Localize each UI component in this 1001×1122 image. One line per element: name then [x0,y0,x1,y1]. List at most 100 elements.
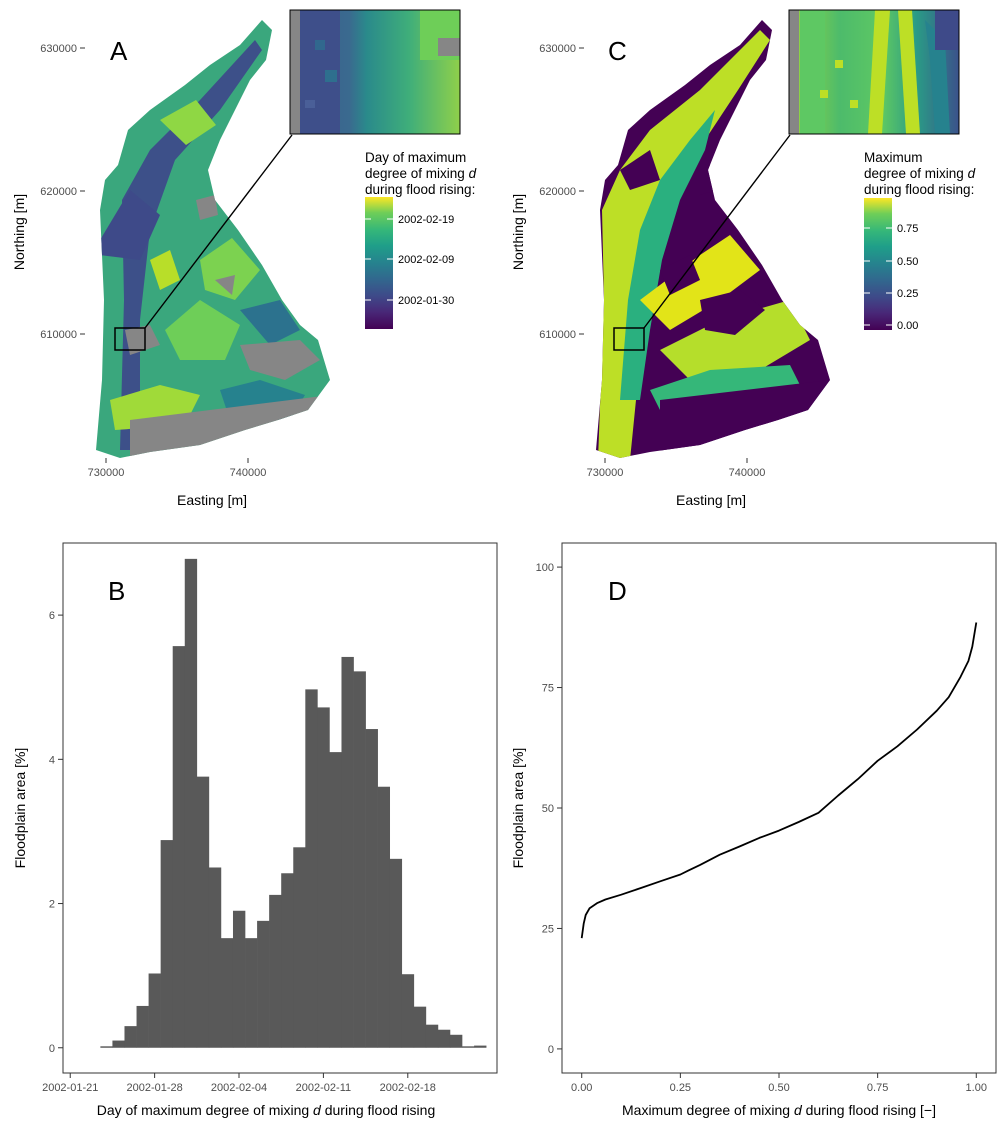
histogram-bar [389,858,403,1048]
histogram-bar [172,646,186,1048]
histogram-bar [425,1024,439,1048]
histogram-bar [365,729,378,1048]
y-tick-label: 6 [49,610,55,622]
cumulative-line [580,622,978,939]
panel-label-b: B [108,576,125,606]
histogram-bar [160,840,174,1048]
histogram-bar [281,873,294,1048]
y-tick-label: 0 [548,1044,554,1056]
y-tick-label: 2 [49,899,55,911]
histogram-bar [136,1005,149,1048]
legend-tick-label: 2002-02-19 [398,214,454,226]
histogram-bar [196,776,210,1048]
panel-label-a: A [110,36,128,66]
y-axis-c: 630000 620000 610000 Northing [m] [510,43,584,341]
x-axis-c: 730000 740000 Easting [m] [587,458,766,508]
legend-ticks-c: 0.75 0.50 0.25 0.00 [864,223,918,332]
histogram-bar [437,1029,451,1048]
y-tick-label: 630000 [539,43,576,55]
legend-colorbar-a [365,197,393,329]
legend-tick-label: 0.50 [897,256,918,268]
x-tick-label: 2002-01-28 [126,1082,182,1094]
histogram-bars [100,558,487,1048]
zoom-box-c [613,327,645,351]
legend-title-a-line3: during flood rising: [365,182,475,197]
panel-d: 0 25 50 75 100 0.00 0.25 0.50 0.75 1.00 D Floodp… [510,542,997,1118]
x-tick-label: 740000 [230,467,267,479]
legend-tick-label: 2002-01-30 [398,295,454,307]
y-tick-label: 100 [536,562,554,574]
panel-a: Day of maximum degree of mixing d during… [11,9,477,508]
y-tick-label: 610000 [539,329,576,341]
histogram-bar [124,1026,137,1048]
y-tick-label: 4 [49,754,55,766]
histogram-bar [462,1046,475,1048]
histogram-bar [329,752,342,1048]
x-tick-label: 0.00 [571,1082,592,1094]
zoom-line-a [144,134,293,329]
y-axis-b: 0 2 4 6 [49,610,63,1055]
y-tick-label: 0 [49,1043,55,1055]
histogram-bar [148,973,161,1048]
x-tick-label: 730000 [88,467,125,479]
series-line [580,622,978,939]
legend-title-a-line1: Day of maximum [365,150,466,165]
x-axis-title: Easting [m] [676,492,746,508]
panel-label-c: C [608,36,627,66]
x-tick-label: 2002-01-21 [42,1082,98,1094]
y-axis-title: Northing [m] [510,194,526,270]
x-axis-title: Day of maximum degree of mixing d during… [97,1102,436,1118]
histogram-bar [232,910,246,1048]
y-tick-label: 610000 [40,329,77,341]
legend-title-c-line3: during flood rising: [864,182,974,197]
x-tick-label: 2002-02-04 [211,1082,267,1094]
histogram-bar [100,1046,113,1048]
x-tick-label: 0.75 [867,1082,888,1094]
plot-frame-d [561,542,997,1074]
plot-frame-b [62,542,498,1074]
histogram-bar [474,1045,487,1048]
histogram-bar [184,558,198,1048]
x-tick-label: 740000 [729,467,766,479]
x-axis-d: 0.00 0.25 0.50 0.75 1.00 [571,1073,987,1094]
histogram-bar [220,938,234,1048]
y-axis-d: 0 25 50 75 100 [536,562,562,1056]
legend-title-a-line2: degree of mixing d [365,166,477,181]
legend-tick-label: 2002-02-09 [398,254,454,266]
inset-c [788,9,960,135]
x-axis-a: 730000 740000 Easting [m] [88,458,267,508]
y-axis-a: 630000 620000 610000 Northing [m] [11,43,85,341]
legend-tick-label: 0.00 [897,320,918,332]
y-axis-title: Northing [m] [11,194,27,270]
y-tick-label: 50 [542,803,554,815]
panel-label-d: D [608,576,627,606]
legend-colorbar-c [864,198,892,330]
y-tick-label: 25 [542,923,554,935]
x-axis-title: Maximum degree of mixing d during flood … [622,1102,936,1118]
zoom-box-a [114,327,146,351]
histogram-bar [377,786,391,1048]
histogram-bar [413,1006,427,1048]
y-tick-label: 620000 [40,186,77,198]
x-tick-label: 0.25 [670,1082,691,1094]
histogram-bar [257,920,270,1048]
y-tick-label: 620000 [539,186,576,198]
legend-title-c-line1: Maximum [864,150,923,165]
histogram-bar [353,671,366,1048]
x-tick-label: 730000 [587,467,624,479]
zoom-line-c [643,134,791,329]
legend-tick-label: 0.25 [897,288,918,300]
inset-a [289,9,461,135]
y-tick-label: 75 [542,683,554,695]
x-tick-label: 1.00 [966,1082,987,1094]
x-axis-b: 2002-01-21 2002-01-28 2002-02-04 2002-02-11… [42,1073,436,1094]
y-axis-title: Floodplain area [%] [510,748,526,869]
histogram-bar [341,656,354,1048]
legend-tick-label: 0.75 [897,223,918,235]
y-axis-title: Floodplain area [%] [12,748,28,869]
histogram-bar [317,707,330,1048]
y-tick-label: 630000 [40,43,77,55]
x-axis-title: Easting [m] [177,492,247,508]
